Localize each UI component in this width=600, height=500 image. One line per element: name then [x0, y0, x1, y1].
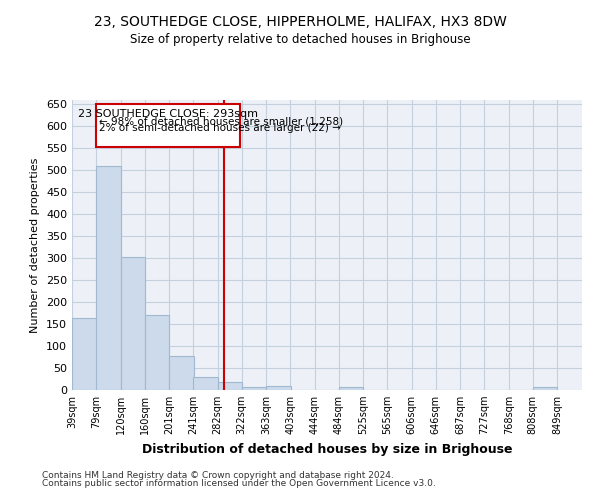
Bar [533, 387, 557, 390]
Bar [338, 387, 363, 390]
Bar [169, 356, 194, 390]
Text: Size of property relative to detached houses in Brighouse: Size of property relative to detached ho… [130, 32, 470, 46]
FancyBboxPatch shape [96, 104, 241, 147]
Text: Contains public sector information licensed under the Open Government Licence v3: Contains public sector information licen… [42, 478, 436, 488]
Bar [193, 377, 218, 390]
Bar [266, 386, 291, 390]
Text: 23 SOUTHEDGE CLOSE: 293sqm: 23 SOUTHEDGE CLOSE: 293sqm [78, 109, 258, 119]
Bar [72, 318, 97, 390]
Bar [121, 257, 145, 390]
Bar [242, 387, 266, 390]
Text: 2% of semi-detached houses are larger (22) →: 2% of semi-detached houses are larger (2… [99, 124, 341, 134]
X-axis label: Distribution of detached houses by size in Brighouse: Distribution of detached houses by size … [142, 442, 512, 456]
Text: 23, SOUTHEDGE CLOSE, HIPPERHOLME, HALIFAX, HX3 8DW: 23, SOUTHEDGE CLOSE, HIPPERHOLME, HALIFA… [94, 15, 506, 29]
Text: Contains HM Land Registry data © Crown copyright and database right 2024.: Contains HM Land Registry data © Crown c… [42, 471, 394, 480]
Bar [218, 382, 242, 390]
Y-axis label: Number of detached properties: Number of detached properties [31, 158, 40, 332]
Bar [96, 166, 121, 390]
Text: ← 98% of detached houses are smaller (1,258): ← 98% of detached houses are smaller (1,… [99, 116, 343, 126]
Bar [145, 316, 169, 390]
